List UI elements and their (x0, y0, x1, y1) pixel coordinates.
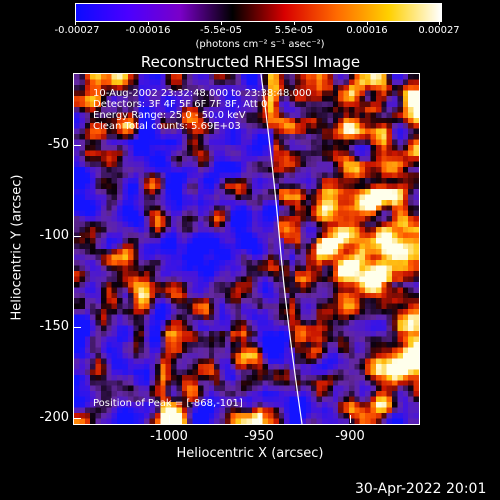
colorbar-tick-label: 0.00027 (418, 25, 460, 36)
colorbar (75, 3, 442, 22)
heatmap-plot-area (73, 73, 420, 425)
peak-position-label: Position of Peak = [-868,-101] (93, 398, 243, 409)
y-axis-label: Heliocentric Y (arcsec) (9, 174, 25, 321)
colorbar-tick-label: 5.5e-05 (274, 25, 314, 36)
clean-counts-label: Clean Total counts: 5.69E+03 (93, 121, 241, 132)
colorbar-tick-label: -5.5e-05 (200, 25, 242, 36)
x-axis-label: Heliocentric X (arcsec) (176, 446, 324, 461)
rhessi-heatmap (74, 74, 419, 424)
colorbar-tick-label: 0.00016 (346, 25, 388, 36)
time-range-label: 10-Aug-2002 23:32:48.000 to 23:38:48.000 (93, 88, 312, 99)
x-tick-label: -950 (244, 429, 274, 444)
footer-date: 30-Apr-2022 20:01 (355, 481, 487, 497)
colorbar-units: (photons cm⁻² s⁻¹ asec⁻²) (195, 39, 325, 50)
plot-title: Reconstructed RHESSI Image (140, 53, 361, 71)
x-tick-label: -1000 (150, 429, 188, 444)
y-tick-label: -100 (39, 228, 69, 243)
detectors-label: Detectors: 3F 4F 5F 6F 7F 8F, Att 0 (93, 99, 268, 110)
colorbar-tick-label: -0.00027 (54, 25, 100, 36)
y-tick-label: -150 (39, 319, 69, 334)
solar-limb-line (260, 74, 303, 424)
energy-range-label: Energy Range: 25.0 - 50.0 keV (93, 110, 246, 121)
colorbar-tick-label: -0.00016 (125, 25, 171, 36)
y-tick-label: -200 (39, 410, 69, 425)
y-tick-label: -50 (47, 137, 69, 152)
x-tick-label: -900 (335, 429, 365, 444)
